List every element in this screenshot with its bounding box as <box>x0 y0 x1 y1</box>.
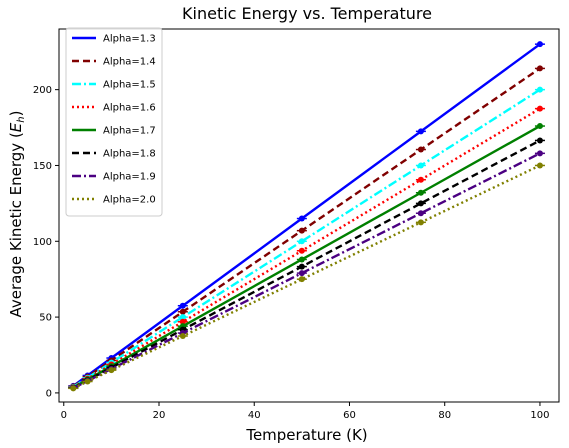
data-point <box>417 128 424 135</box>
y-axis-label: Average Kinetic Energy (Eh) <box>7 111 27 318</box>
data-point <box>536 162 543 169</box>
data-point <box>298 238 305 245</box>
legend-item: Alpha=1.9 <box>72 172 156 183</box>
chart-title: Kinetic Energy vs. Temperature <box>182 4 432 23</box>
legend-item: Alpha=1.8 <box>72 149 156 160</box>
data-point <box>417 200 424 207</box>
legend-item: Alpha=2.0 <box>72 195 156 206</box>
data-point <box>298 256 305 263</box>
x-tick-label: 20 <box>153 410 166 421</box>
data-point <box>298 227 305 234</box>
legend-box <box>65 27 163 217</box>
x-tick-label: 40 <box>248 410 261 421</box>
y-tick-label: 0 <box>46 388 52 399</box>
y-axis-label-symbol: E <box>7 122 25 132</box>
series-layer <box>68 41 545 392</box>
data-point <box>179 333 186 340</box>
data-point <box>536 137 543 144</box>
data-point <box>536 65 543 72</box>
data-point <box>179 308 186 315</box>
legend-item: Alpha=1.6 <box>72 103 156 114</box>
y-axis-label-close: ) <box>7 111 25 117</box>
y-axis-label-subscript: h <box>16 116 27 122</box>
data-point <box>298 276 305 283</box>
axes-layer: 0 20 40 60 80 100 0 50 100 150 200 <box>33 28 560 421</box>
x-tick-label: 60 <box>343 410 356 421</box>
data-point <box>298 270 305 277</box>
legend-item: Alpha=1.3 <box>72 34 156 45</box>
x-axis-label: Temperature (K) <box>245 426 367 444</box>
data-point <box>108 367 115 374</box>
data-point <box>179 314 186 321</box>
data-point <box>417 162 424 169</box>
data-point <box>417 146 424 153</box>
legend: Alpha=1.3 Alpha=1.4 Alpha=1.5 Alpha=1.6 Alph… <box>65 27 163 217</box>
legend-label: Alpha=1.7 <box>103 126 156 137</box>
y-tick-label: 200 <box>33 85 52 96</box>
x-tick-label: 100 <box>530 410 549 421</box>
x-tick-label: 0 <box>61 410 67 421</box>
legend-label: Alpha=1.5 <box>103 80 156 91</box>
data-point <box>536 150 543 157</box>
y-axis-label-main: Average Kinetic Energy ( <box>7 132 25 317</box>
data-point <box>417 210 424 217</box>
legend-item: Alpha=1.5 <box>72 80 156 91</box>
y-tick-label: 100 <box>33 237 52 248</box>
data-point <box>298 263 305 270</box>
data-point <box>84 378 91 385</box>
legend-label: Alpha=1.6 <box>103 103 156 114</box>
legend-label: Alpha=1.9 <box>103 172 156 183</box>
data-point <box>536 123 543 130</box>
data-point <box>417 189 424 196</box>
data-point <box>179 302 186 309</box>
y-tick-label: 150 <box>33 161 52 172</box>
axes-frame <box>58 28 560 403</box>
data-point <box>298 247 305 254</box>
data-point <box>70 385 77 392</box>
data-point <box>417 176 424 183</box>
legend-label: Alpha=1.8 <box>103 149 156 160</box>
x-tick-label: 80 <box>438 410 451 421</box>
series-8 <box>68 162 545 392</box>
data-point <box>417 219 424 226</box>
data-point <box>536 86 543 93</box>
data-point <box>536 41 543 48</box>
legend-label: Alpha=1.3 <box>103 34 156 45</box>
data-point <box>298 215 305 222</box>
legend-label: Alpha=1.4 <box>103 57 156 68</box>
legend-label: Alpha=2.0 <box>103 195 156 206</box>
legend-item: Alpha=1.7 <box>72 126 156 137</box>
data-point <box>536 105 543 112</box>
legend-item: Alpha=1.4 <box>72 57 156 68</box>
data-point <box>179 318 186 325</box>
y-tick-label: 50 <box>39 313 52 324</box>
